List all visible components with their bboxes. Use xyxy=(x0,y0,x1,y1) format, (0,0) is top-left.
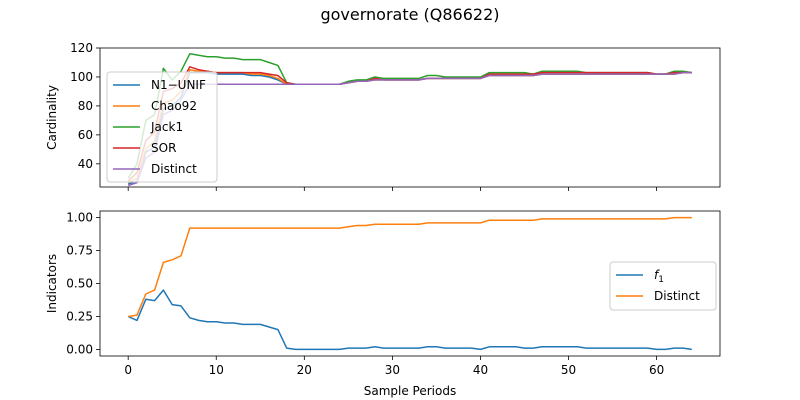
x-tick-label-2-6: 60 xyxy=(649,363,664,377)
y-tick-label-2-2: 0.50 xyxy=(66,277,93,291)
y-tick-label-1-2: 80 xyxy=(78,99,93,113)
x-tick-label-2-5: 50 xyxy=(561,363,576,377)
y-tick-label-1-0: 40 xyxy=(78,157,93,171)
legend-label-2-2: Distinct xyxy=(654,289,700,303)
y-tick-label-2-3: 0.75 xyxy=(66,244,93,258)
y-tick-label-2-4: 1.00 xyxy=(66,211,93,225)
series-line-1-5 xyxy=(127,71,692,187)
figure-title: governorate (Q86622) xyxy=(320,5,499,24)
chart-panel-2: 0 10 20 30 40 50 60 0.00 0.25 0.50 0.75 1.00 Indicat… xyxy=(45,211,721,398)
x-axis-label-2: Sample Periods xyxy=(364,384,456,398)
y-tick-label-2-1: 0.25 xyxy=(66,309,93,323)
legend-label-1-3: Jack1 xyxy=(150,120,183,134)
legend-1: N1−UNIF Chao92 Jack1 SOR Distinct xyxy=(106,71,218,183)
panels: 406080100120CardinalityN1−UNIFChao92Jack… xyxy=(45,41,721,398)
legend-box-1 xyxy=(106,71,218,183)
series-line-2-2 xyxy=(128,216,692,318)
chart-panel-1: 40 60 80 100 120 Cardinality N1−UNIF Chao92 Jack… xyxy=(45,41,721,191)
legend-label-1-5: Distinct xyxy=(151,162,197,176)
axes-frame-1 xyxy=(99,47,721,188)
legend-label-1-2: Chao92 xyxy=(151,99,197,113)
series-line-2-1 xyxy=(127,289,692,351)
legend-2: f1 Distinct xyxy=(609,261,717,311)
x-tick-label-2-2: 20 xyxy=(297,363,312,377)
x-tick-label-2-0: 0 xyxy=(124,363,132,377)
x-tick-label-2-3: 30 xyxy=(385,363,400,377)
y-axis-label-2: Indicators xyxy=(45,254,59,313)
legend-box-2 xyxy=(609,261,717,311)
legend-label-1-1: N1−UNIF xyxy=(151,78,206,92)
x-tick-label-2-1: 10 xyxy=(209,363,224,377)
y-tick-label-1-4: 120 xyxy=(70,41,93,55)
legend-label-2-1: f1 xyxy=(654,268,664,285)
y-axis-label-1: Cardinality xyxy=(45,85,59,150)
x-tick-label-2-4: 40 xyxy=(473,363,488,377)
y-tick-label-1-1: 60 xyxy=(78,128,93,142)
y-tick-label-1-3: 100 xyxy=(70,70,93,84)
y-tick-label-2-0: 0.00 xyxy=(66,342,93,356)
legend-label-1-4: SOR xyxy=(151,141,176,155)
